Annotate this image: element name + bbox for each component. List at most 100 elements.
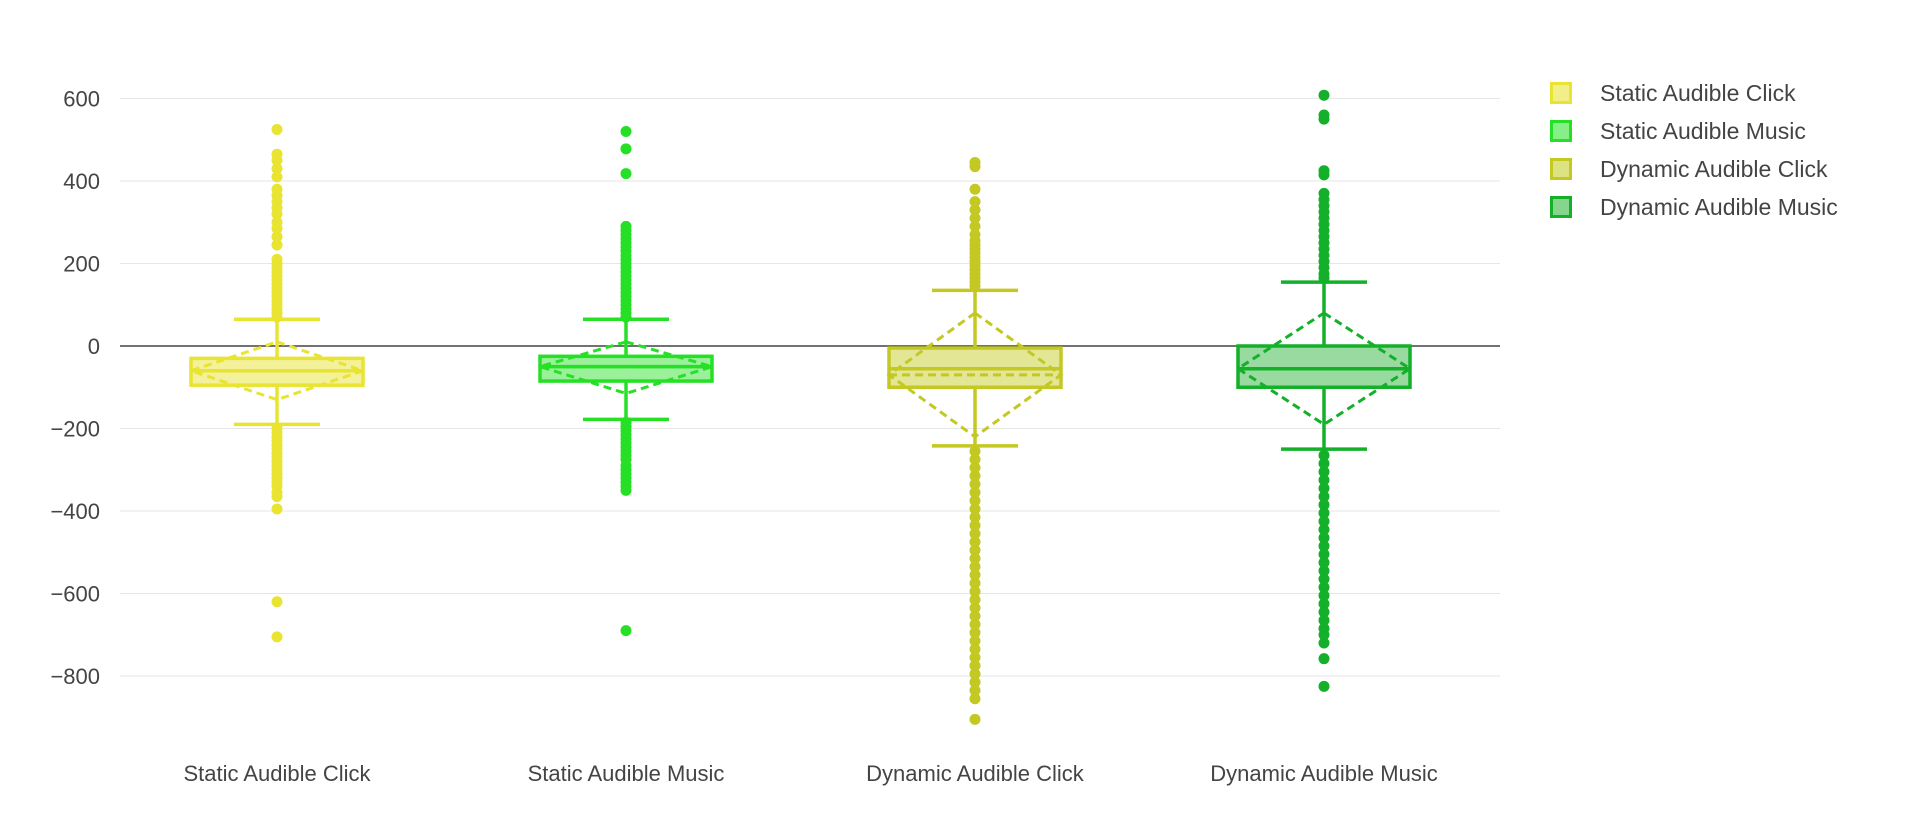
outlier-point — [1318, 466, 1330, 478]
outlier-point — [620, 126, 632, 137]
outlier-point — [969, 651, 981, 663]
x-axis: Static Audible Click Static Audible Music… — [183, 761, 1437, 786]
legend: Static Audible Click Static Audible Music… — [1550, 74, 1838, 226]
x-tick-label: Static Audible Music — [528, 761, 725, 786]
legend-label: Static Audible Click — [1600, 79, 1796, 106]
outlier-point — [620, 168, 632, 180]
outlier-point — [969, 544, 981, 556]
legend-label: Static Audible Music — [1600, 117, 1806, 144]
outlier-point — [969, 528, 981, 540]
outlier-point — [620, 143, 632, 155]
outlier-point — [1318, 524, 1330, 536]
legend-item[interactable]: Static Audible Click — [1550, 74, 1838, 112]
outlier-point — [969, 511, 981, 523]
box-1 — [186, 123, 368, 643]
box-4 — [1235, 89, 1413, 692]
legend-swatch — [1550, 196, 1572, 218]
y-tick-label: −400 — [50, 499, 100, 524]
outlier-point — [1318, 515, 1330, 527]
outlier-point — [969, 684, 981, 696]
outlier-point — [271, 154, 283, 166]
legend-label: Dynamic Audible Click — [1600, 155, 1828, 182]
legend-item[interactable]: Static Audible Music — [1550, 112, 1838, 150]
y-axis: 600 400 200 0 −200 −400 −600 −800 — [50, 87, 100, 690]
outlier-point — [969, 280, 981, 292]
outlier-point — [1318, 272, 1330, 284]
outlier-point — [969, 676, 981, 688]
mean-sd-diamond — [1235, 311, 1413, 427]
y-tick-label: 200 — [63, 252, 100, 277]
outlier-point — [271, 171, 283, 183]
legend-item[interactable]: Dynamic Audible Click — [1550, 150, 1838, 188]
legend-label: Dynamic Audible Music — [1600, 193, 1838, 220]
outlier-point — [1318, 458, 1330, 470]
outlier-point — [271, 163, 283, 175]
legend-swatch — [1550, 158, 1572, 180]
outlier-point — [969, 552, 981, 564]
outlier-point — [969, 713, 981, 725]
box-iqr — [1236, 344, 1412, 389]
x-tick-label: Dynamic Audible Music — [1210, 761, 1437, 786]
outlier-point — [1318, 557, 1330, 569]
box-2 — [534, 126, 718, 637]
outlier-point — [969, 536, 981, 548]
outlier-point — [969, 569, 981, 581]
y-tick-label: −200 — [50, 417, 100, 442]
legend-swatch — [1550, 82, 1572, 104]
outlier-point — [1318, 548, 1330, 560]
outlier-point — [620, 311, 632, 323]
outlier-point — [1318, 629, 1330, 641]
box-iqr — [538, 354, 714, 383]
outlier-point — [969, 453, 981, 465]
outlier-point — [969, 445, 981, 457]
outlier-point — [271, 491, 283, 503]
outlier-point — [271, 239, 283, 251]
outlier-point — [1318, 653, 1330, 665]
outlier-point — [969, 196, 981, 208]
outlier-point — [969, 470, 981, 482]
outlier-point — [1318, 499, 1330, 511]
x-tick-label: Static Audible Click — [183, 761, 371, 786]
outlier-point — [969, 478, 981, 490]
outlier-point — [969, 462, 981, 474]
outlier-point — [969, 212, 981, 224]
outlier-point — [1318, 89, 1330, 101]
outlier-point — [969, 618, 981, 630]
y-tick-label: −800 — [50, 664, 100, 689]
outlier-point — [1318, 680, 1330, 692]
outlier-point — [1318, 491, 1330, 503]
outlier-point — [1318, 590, 1330, 602]
outlier-point — [1318, 482, 1330, 494]
outlier-point — [1318, 474, 1330, 486]
legend-swatch — [1550, 120, 1572, 142]
outlier-point — [271, 503, 283, 515]
outlier-point — [969, 627, 981, 639]
outlier-point — [1318, 573, 1330, 585]
outlier-point — [969, 585, 981, 597]
mean-sd-diamond — [534, 340, 718, 396]
legend-item[interactable]: Dynamic Audible Music — [1550, 188, 1838, 226]
outlier-point — [969, 577, 981, 589]
outlier-point — [1318, 606, 1330, 618]
outlier-point — [969, 161, 981, 173]
outlier-point — [1318, 532, 1330, 544]
outlier-point — [969, 503, 981, 515]
outlier-point — [969, 693, 981, 705]
outlier-point — [969, 519, 981, 531]
outlier-point — [969, 660, 981, 672]
outlier-point — [1318, 507, 1330, 519]
outlier-point — [969, 495, 981, 507]
outlier-point — [969, 610, 981, 622]
outlier-point — [969, 594, 981, 606]
outlier-point — [271, 596, 283, 608]
mean-sd-diamond — [886, 311, 1064, 439]
y-tick-label: 400 — [63, 169, 100, 194]
outlier-point — [969, 635, 981, 647]
outlier-point — [969, 602, 981, 614]
outlier-point — [1318, 113, 1330, 125]
outlier-point — [969, 220, 981, 232]
outlier-point — [1318, 449, 1330, 461]
outlier-point — [271, 208, 283, 220]
box-3 — [886, 156, 1064, 725]
